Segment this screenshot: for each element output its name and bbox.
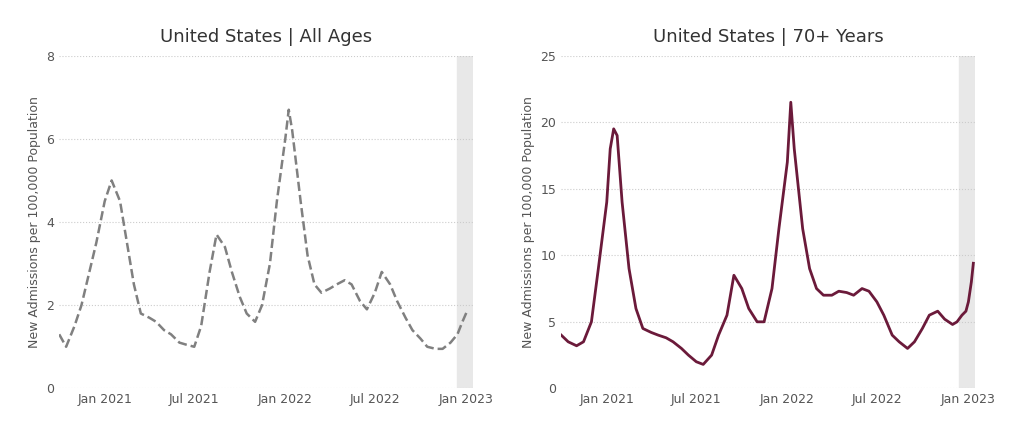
Y-axis label: New Admissions per 100,000 Population: New Admissions per 100,000 Population (28, 96, 41, 348)
Bar (458, 56, 473, 388)
Bar (959, 56, 975, 388)
Title: United States | 70+ Years: United States | 70+ Years (652, 28, 884, 46)
Y-axis label: New Admissions per 100,000 Population: New Admissions per 100,000 Population (522, 96, 535, 348)
Title: United States | All Ages: United States | All Ages (160, 28, 372, 46)
